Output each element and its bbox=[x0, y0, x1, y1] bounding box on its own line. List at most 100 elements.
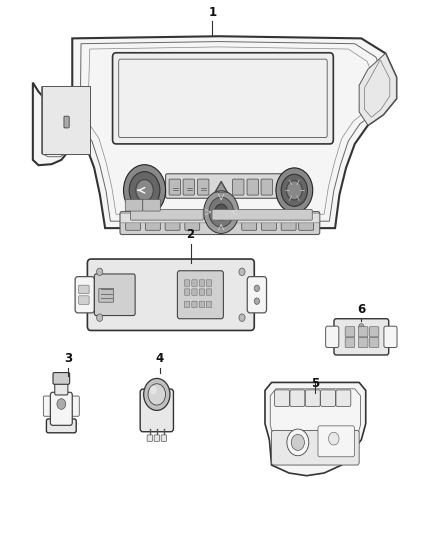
Circle shape bbox=[204, 191, 239, 233]
Text: 6: 6 bbox=[357, 303, 365, 316]
Polygon shape bbox=[42, 86, 90, 154]
Circle shape bbox=[136, 180, 153, 201]
FancyBboxPatch shape bbox=[50, 392, 72, 425]
Circle shape bbox=[144, 378, 170, 410]
Circle shape bbox=[129, 172, 160, 209]
Circle shape bbox=[287, 429, 309, 456]
FancyBboxPatch shape bbox=[147, 435, 152, 441]
FancyBboxPatch shape bbox=[199, 280, 205, 286]
FancyBboxPatch shape bbox=[126, 216, 141, 230]
FancyBboxPatch shape bbox=[53, 373, 70, 384]
FancyBboxPatch shape bbox=[345, 337, 355, 348]
Circle shape bbox=[124, 165, 166, 216]
FancyBboxPatch shape bbox=[99, 288, 114, 302]
FancyBboxPatch shape bbox=[336, 390, 351, 407]
FancyBboxPatch shape bbox=[46, 419, 76, 433]
Circle shape bbox=[148, 384, 166, 405]
FancyBboxPatch shape bbox=[321, 390, 336, 407]
Text: 5: 5 bbox=[311, 377, 319, 390]
FancyBboxPatch shape bbox=[154, 435, 159, 441]
Text: 4: 4 bbox=[156, 352, 164, 365]
Circle shape bbox=[291, 434, 304, 450]
Text: 3: 3 bbox=[64, 352, 72, 365]
FancyBboxPatch shape bbox=[161, 435, 166, 441]
FancyBboxPatch shape bbox=[184, 301, 190, 308]
FancyBboxPatch shape bbox=[184, 289, 190, 295]
FancyBboxPatch shape bbox=[55, 380, 68, 395]
FancyBboxPatch shape bbox=[275, 390, 290, 407]
FancyBboxPatch shape bbox=[199, 301, 205, 308]
FancyBboxPatch shape bbox=[212, 209, 312, 220]
FancyBboxPatch shape bbox=[247, 277, 266, 313]
Circle shape bbox=[239, 314, 245, 321]
FancyBboxPatch shape bbox=[318, 426, 354, 457]
FancyBboxPatch shape bbox=[247, 179, 258, 195]
Circle shape bbox=[281, 174, 307, 206]
FancyBboxPatch shape bbox=[119, 59, 327, 138]
FancyBboxPatch shape bbox=[199, 289, 205, 295]
FancyBboxPatch shape bbox=[261, 179, 272, 195]
Polygon shape bbox=[265, 383, 366, 475]
FancyBboxPatch shape bbox=[325, 326, 339, 348]
Circle shape bbox=[286, 181, 302, 200]
Circle shape bbox=[239, 268, 245, 276]
FancyBboxPatch shape bbox=[358, 327, 368, 337]
FancyBboxPatch shape bbox=[345, 327, 355, 337]
FancyBboxPatch shape bbox=[120, 212, 320, 235]
Polygon shape bbox=[33, 36, 396, 228]
FancyBboxPatch shape bbox=[177, 271, 223, 319]
FancyBboxPatch shape bbox=[79, 285, 89, 294]
Text: 2: 2 bbox=[187, 229, 194, 241]
FancyBboxPatch shape bbox=[75, 277, 95, 313]
FancyBboxPatch shape bbox=[206, 289, 212, 295]
Circle shape bbox=[209, 197, 233, 227]
Circle shape bbox=[328, 432, 339, 445]
FancyBboxPatch shape bbox=[185, 216, 200, 230]
Circle shape bbox=[96, 268, 102, 276]
FancyBboxPatch shape bbox=[131, 209, 203, 220]
FancyBboxPatch shape bbox=[183, 179, 194, 195]
FancyBboxPatch shape bbox=[140, 389, 173, 432]
FancyBboxPatch shape bbox=[64, 116, 69, 128]
FancyBboxPatch shape bbox=[261, 216, 276, 230]
FancyBboxPatch shape bbox=[369, 327, 379, 337]
FancyBboxPatch shape bbox=[113, 53, 333, 144]
Circle shape bbox=[254, 285, 259, 292]
Polygon shape bbox=[214, 181, 228, 193]
FancyBboxPatch shape bbox=[169, 179, 180, 195]
FancyBboxPatch shape bbox=[206, 280, 212, 286]
FancyBboxPatch shape bbox=[290, 390, 305, 407]
FancyBboxPatch shape bbox=[184, 280, 190, 286]
FancyBboxPatch shape bbox=[143, 199, 160, 211]
Circle shape bbox=[254, 298, 259, 304]
FancyBboxPatch shape bbox=[120, 213, 319, 223]
FancyBboxPatch shape bbox=[166, 174, 287, 198]
FancyBboxPatch shape bbox=[125, 199, 143, 211]
FancyBboxPatch shape bbox=[68, 396, 79, 416]
FancyBboxPatch shape bbox=[272, 431, 359, 465]
Circle shape bbox=[215, 204, 228, 220]
FancyBboxPatch shape bbox=[192, 280, 197, 286]
FancyBboxPatch shape bbox=[87, 259, 254, 330]
FancyBboxPatch shape bbox=[43, 396, 55, 416]
FancyBboxPatch shape bbox=[369, 337, 379, 348]
Text: 1: 1 bbox=[208, 6, 216, 19]
FancyBboxPatch shape bbox=[95, 274, 135, 316]
FancyBboxPatch shape bbox=[299, 216, 314, 230]
FancyBboxPatch shape bbox=[334, 319, 389, 355]
Circle shape bbox=[57, 399, 66, 409]
FancyBboxPatch shape bbox=[79, 296, 89, 304]
FancyBboxPatch shape bbox=[192, 301, 197, 308]
Polygon shape bbox=[359, 53, 396, 125]
Circle shape bbox=[276, 168, 313, 213]
FancyBboxPatch shape bbox=[206, 301, 212, 308]
FancyBboxPatch shape bbox=[192, 289, 197, 295]
Circle shape bbox=[150, 386, 157, 394]
FancyBboxPatch shape bbox=[233, 179, 244, 195]
FancyBboxPatch shape bbox=[165, 216, 180, 230]
FancyBboxPatch shape bbox=[281, 216, 296, 230]
Circle shape bbox=[359, 324, 364, 330]
Circle shape bbox=[96, 314, 102, 321]
FancyBboxPatch shape bbox=[305, 390, 320, 407]
FancyBboxPatch shape bbox=[242, 216, 257, 230]
